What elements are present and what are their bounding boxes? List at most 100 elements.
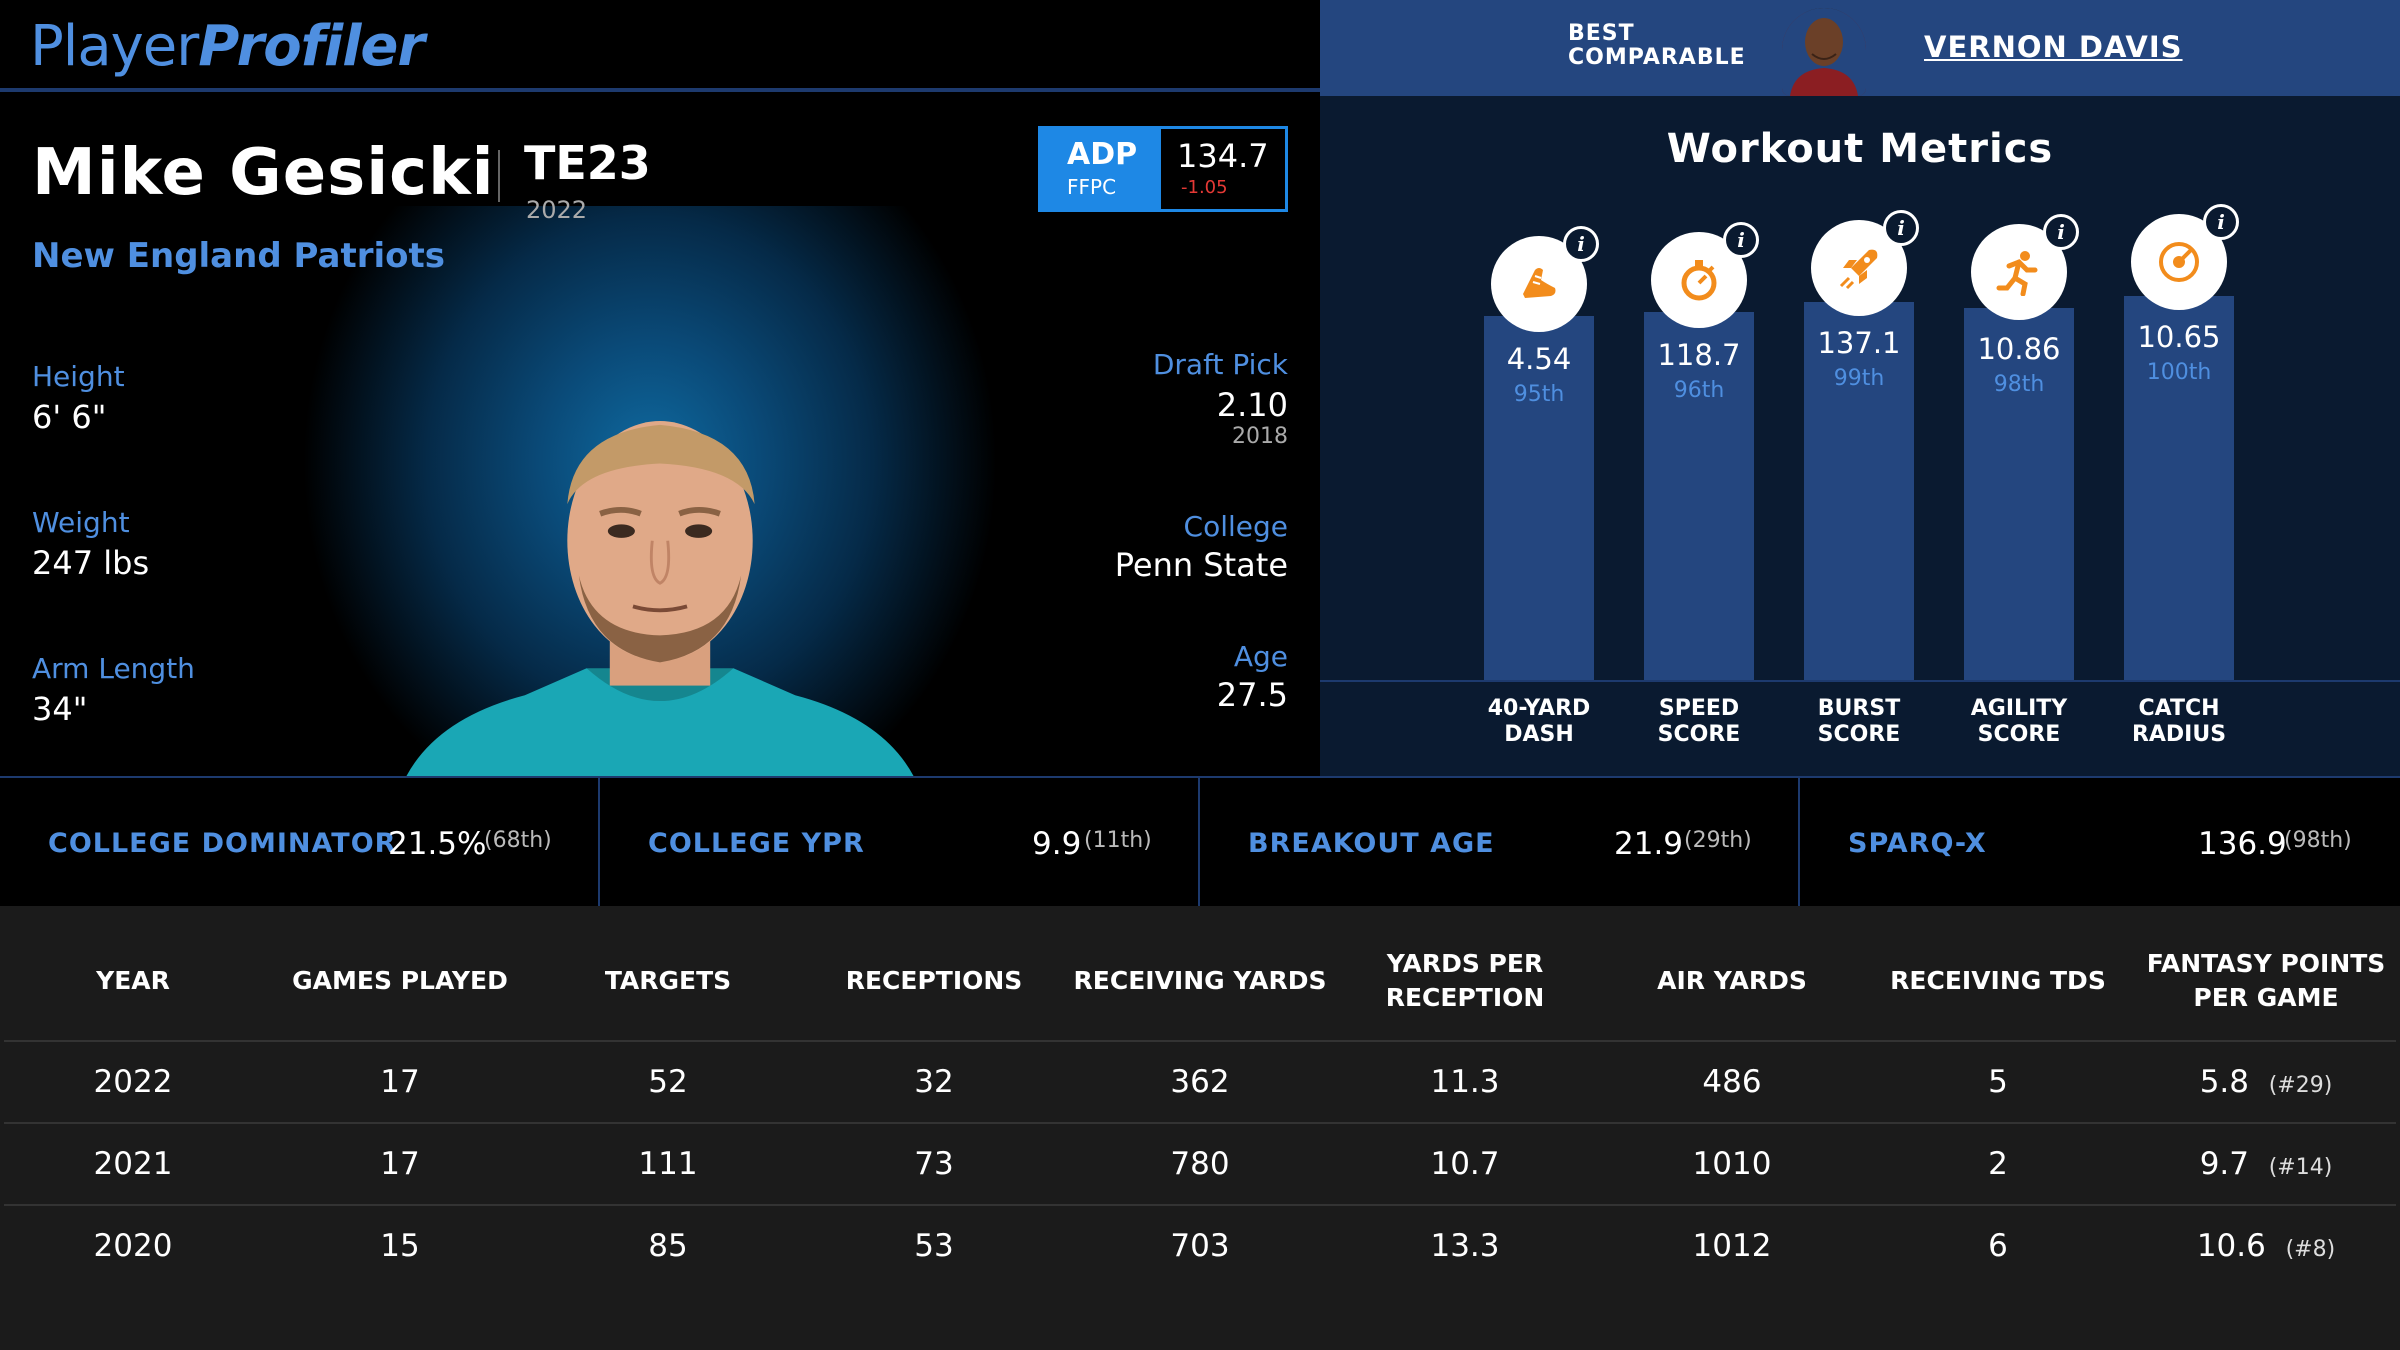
height-label: Height xyxy=(32,360,125,393)
site-logo[interactable]: PlayerProfiler xyxy=(30,14,425,79)
column-header-targets[interactable]: TARGETS xyxy=(604,966,732,995)
position-rank: TE23 xyxy=(524,136,651,190)
metric-percentile: 98th xyxy=(1993,372,2045,397)
fppg-rank: (#29) xyxy=(2268,1073,2333,1098)
column-header-yards-per-reception[interactable]: YARDS PER RECEPTION xyxy=(1385,949,1545,1012)
player-name: Mike Gesicki xyxy=(32,136,495,210)
weight-label: Weight xyxy=(32,506,130,539)
cell-targets: 85 xyxy=(648,1228,688,1264)
age-label: Age xyxy=(1233,640,1288,673)
workout-metrics-title: Workout Metrics xyxy=(1666,126,2054,172)
advanced-metric-label: COLLEGE YPR xyxy=(648,828,865,859)
metric-label-line1: BURST xyxy=(1817,696,1901,721)
advanced-metric-value: 21.9 xyxy=(1614,826,1684,862)
column-header-receptions[interactable]: RECEPTIONS xyxy=(845,966,1023,995)
advanced-metric-rank: (68th) xyxy=(484,828,552,853)
metric-value: 4.54 xyxy=(1506,342,1572,376)
cell-games: 17 xyxy=(380,1146,420,1182)
advanced-metric-college-ypr[interactable]: COLLEGE YPR 9.9 (11th) xyxy=(600,778,1200,908)
metric-value: 118.7 xyxy=(1657,338,1741,372)
fppg-value: 9.7 xyxy=(2199,1146,2249,1182)
cell-year: 2021 xyxy=(93,1146,173,1182)
adp-box[interactable]: ADP FFPC 134.7 -1.05 xyxy=(1038,126,1288,212)
stopwatch-icon xyxy=(1681,260,1717,301)
metric-label-line2: SCORE xyxy=(1657,722,1741,747)
fppg-value: 10.6 xyxy=(2196,1228,2266,1264)
metric-value: 10.86 xyxy=(1977,332,2061,366)
cell-receptions: 53 xyxy=(914,1228,954,1264)
season-year: 2022 xyxy=(526,196,588,224)
advanced-metric-sparq-x[interactable]: SPARQ-X 136.9 (98th) xyxy=(1800,778,2400,908)
cell-receptions: 73 xyxy=(914,1146,954,1182)
target-icon xyxy=(2159,242,2199,282)
cell-air-yards: 1010 xyxy=(1692,1146,1772,1182)
cell-fppg: 9.7 (#14) xyxy=(2136,1146,2396,1182)
cell-ypr: 10.7 xyxy=(1430,1146,1500,1182)
advanced-metrics-strip: COLLEGE DOMINATOR 21.5% (68th) COLLEGE Y… xyxy=(0,776,2400,908)
workout-bar-catch-radius[interactable] xyxy=(2124,296,2234,680)
workout-bar-speed-score[interactable] xyxy=(1644,312,1754,680)
adp-label: ADP xyxy=(1067,137,1138,172)
rocket-icon xyxy=(1839,249,1878,290)
cell-ypr: 11.3 xyxy=(1430,1064,1500,1100)
team-name[interactable]: New England Patriots xyxy=(32,236,445,276)
draft-pick-label: Draft Pick xyxy=(1152,348,1288,381)
workout-bar-agility-score[interactable] xyxy=(1964,308,2074,680)
metric-label: SPEED SCORE xyxy=(1619,696,1779,748)
name-divider xyxy=(498,150,500,202)
runner-icon xyxy=(1996,251,2038,296)
season-stats-table: YEAR GAMES PLAYED TARGETS RECEPTIONS REC… xyxy=(0,906,2400,1350)
college-value: Penn State xyxy=(1114,546,1288,584)
column-header-receiving-yards[interactable]: RECEIVING YARDS xyxy=(1073,966,1327,995)
cell-fppg: 10.6 (#8) xyxy=(2136,1228,2396,1264)
metric-label-line1: 40-YARD xyxy=(1487,696,1591,721)
workout-metrics-panel: Workout Metrics i 4.54 95th 40-YARD DASH… xyxy=(1320,96,2400,776)
cell-air-yards: 486 xyxy=(1702,1064,1762,1100)
adp-value: 134.7 xyxy=(1177,137,1269,175)
row-divider xyxy=(4,1122,2396,1124)
cell-ypr: 13.3 xyxy=(1430,1228,1500,1264)
cell-targets: 52 xyxy=(648,1064,688,1100)
advanced-metric-breakout-age[interactable]: BREAKOUT AGE 21.9 (29th) xyxy=(1200,778,1800,908)
comparable-label-line1: BEST xyxy=(1568,21,1635,46)
metric-percentile: 95th xyxy=(1513,382,1565,407)
cell-receiving-tds: 5 xyxy=(1988,1064,2008,1100)
best-comparable-label: BEST COMPARABLE xyxy=(1568,22,1746,70)
cell-games: 17 xyxy=(380,1064,420,1100)
info-icon[interactable]: i xyxy=(2043,214,2079,250)
column-header-air-yards[interactable]: AIR YARDS xyxy=(1657,966,1807,995)
info-icon[interactable]: i xyxy=(2203,204,2239,240)
logo-text-profiler: Profiler xyxy=(198,14,425,79)
comparable-player-link[interactable]: VERNON DAVIS xyxy=(1924,30,2183,64)
adp-label-block: ADP FFPC xyxy=(1041,129,1161,209)
column-header-games-played[interactable]: GAMES PLAYED xyxy=(292,966,508,995)
arm-length-value: 34" xyxy=(32,690,88,728)
info-icon[interactable]: i xyxy=(1563,226,1599,262)
advanced-metric-value: 136.9 xyxy=(2198,826,2287,862)
metric-percentile: 99th xyxy=(1833,366,1885,391)
metric-label-line2: SCORE xyxy=(1817,722,1901,747)
cell-air-yards: 1012 xyxy=(1692,1228,1772,1264)
header: PlayerProfiler BEST COMPARABLE VERNON DA… xyxy=(0,0,2400,96)
metric-label-line1: CATCH xyxy=(2138,696,2220,721)
row-divider xyxy=(4,1204,2396,1206)
metric-badge-agility-score xyxy=(1971,224,2067,320)
cell-receiving-tds: 6 xyxy=(1988,1228,2008,1264)
column-header-year[interactable]: YEAR xyxy=(96,966,170,995)
metric-label-line2: DASH xyxy=(1504,722,1574,747)
best-comparable-bar: BEST COMPARABLE VERNON DAVIS xyxy=(1320,0,2400,96)
cell-receiving-yards: 780 xyxy=(1170,1146,1230,1182)
player-panel: Mike Gesicki TE23 2022 New England Patri… xyxy=(0,96,1320,776)
column-header-fantasy-points-per-game[interactable]: FANTASY POINTS PER GAME xyxy=(2146,949,2386,1012)
advanced-metric-label: COLLEGE DOMINATOR xyxy=(48,828,397,859)
workout-bar-40-yard-dash[interactable] xyxy=(1484,316,1594,680)
workout-bar-burst-score[interactable] xyxy=(1804,302,1914,680)
cell-targets: 111 xyxy=(638,1146,698,1182)
column-header-receiving-tds[interactable]: RECEIVING TDS xyxy=(1890,966,2106,995)
info-icon[interactable]: i xyxy=(1723,222,1759,258)
metric-label-line1: AGILITY xyxy=(1970,696,2068,721)
cell-receptions: 32 xyxy=(914,1064,954,1100)
advanced-metric-college-dominator[interactable]: COLLEGE DOMINATOR 21.5% (68th) xyxy=(0,778,600,908)
info-icon[interactable]: i xyxy=(1883,210,1919,246)
comparable-avatar[interactable] xyxy=(1782,8,1866,96)
